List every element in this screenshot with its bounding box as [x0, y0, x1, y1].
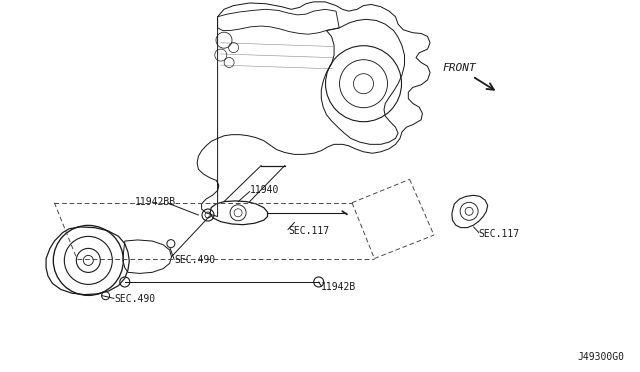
- Text: SEC.117: SEC.117: [288, 226, 329, 235]
- Text: SEC.117: SEC.117: [479, 229, 520, 238]
- Text: J49300G0: J49300G0: [577, 352, 624, 362]
- Text: 11942BB: 11942BB: [134, 197, 175, 207]
- Text: 11940: 11940: [250, 185, 279, 195]
- Text: SEC.490: SEC.490: [114, 295, 155, 304]
- Text: 11942B: 11942B: [321, 282, 356, 292]
- Text: SEC.490: SEC.490: [174, 256, 215, 265]
- Text: FRONT: FRONT: [443, 63, 477, 73]
